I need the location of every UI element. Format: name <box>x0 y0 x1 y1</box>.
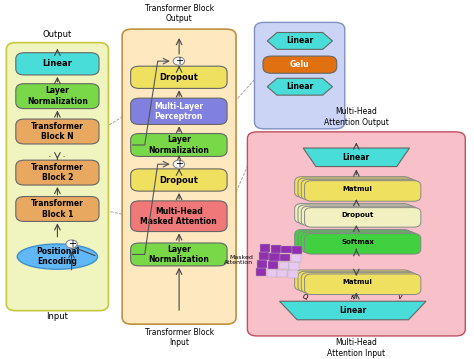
Text: Q: Q <box>303 294 309 299</box>
FancyBboxPatch shape <box>122 29 236 324</box>
FancyBboxPatch shape <box>131 134 227 157</box>
FancyBboxPatch shape <box>16 53 99 75</box>
Ellipse shape <box>17 244 98 269</box>
FancyBboxPatch shape <box>131 243 227 266</box>
Text: Multi-Layer
Perceptron: Multi-Layer Perceptron <box>155 102 203 121</box>
Text: Linear: Linear <box>43 59 73 68</box>
Text: K: K <box>350 294 355 299</box>
FancyBboxPatch shape <box>131 98 227 125</box>
FancyBboxPatch shape <box>301 232 418 253</box>
FancyBboxPatch shape <box>266 269 277 277</box>
Text: Multi-Head
Attention Input: Multi-Head Attention Input <box>327 338 385 358</box>
Circle shape <box>173 57 184 65</box>
FancyBboxPatch shape <box>268 261 278 269</box>
FancyBboxPatch shape <box>298 231 414 251</box>
Text: Transformer
Block N: Transformer Block N <box>31 122 84 141</box>
FancyBboxPatch shape <box>247 132 465 336</box>
Text: Matmul: Matmul <box>343 186 373 192</box>
FancyBboxPatch shape <box>16 196 99 222</box>
FancyBboxPatch shape <box>269 253 280 261</box>
Polygon shape <box>303 148 410 167</box>
FancyBboxPatch shape <box>259 252 269 260</box>
Polygon shape <box>267 78 332 95</box>
FancyBboxPatch shape <box>298 205 414 224</box>
Text: Transformer
Block 1: Transformer Block 1 <box>31 199 84 219</box>
FancyBboxPatch shape <box>295 204 411 223</box>
Polygon shape <box>267 33 332 49</box>
FancyBboxPatch shape <box>280 254 290 261</box>
Text: Layer
Normalization: Layer Normalization <box>148 135 210 155</box>
Polygon shape <box>280 301 426 320</box>
Text: Dropout: Dropout <box>159 73 198 82</box>
FancyBboxPatch shape <box>16 119 99 144</box>
Text: Linear: Linear <box>343 153 370 162</box>
Text: +: + <box>175 159 183 169</box>
FancyBboxPatch shape <box>298 271 414 292</box>
FancyBboxPatch shape <box>301 206 418 226</box>
Text: +: + <box>68 239 75 249</box>
FancyBboxPatch shape <box>255 22 345 129</box>
Text: Linear: Linear <box>286 82 313 91</box>
Text: Positional
Encoding: Positional Encoding <box>36 247 79 266</box>
Text: Multi-Head
Masked Attention: Multi-Head Masked Attention <box>140 206 217 226</box>
Text: Softmax: Softmax <box>341 239 374 245</box>
FancyBboxPatch shape <box>263 56 337 73</box>
FancyBboxPatch shape <box>256 268 266 276</box>
FancyBboxPatch shape <box>288 270 298 278</box>
FancyBboxPatch shape <box>271 245 281 253</box>
Circle shape <box>66 240 77 248</box>
Text: Output: Output <box>43 29 72 38</box>
FancyBboxPatch shape <box>279 262 289 269</box>
Text: +: + <box>175 56 183 66</box>
FancyBboxPatch shape <box>295 177 411 197</box>
Text: Transformer Block
Input: Transformer Block Input <box>145 327 214 347</box>
FancyBboxPatch shape <box>305 234 421 254</box>
Text: Linear: Linear <box>286 36 313 46</box>
Text: Linear: Linear <box>339 306 366 315</box>
FancyBboxPatch shape <box>282 246 292 253</box>
FancyBboxPatch shape <box>292 246 302 254</box>
FancyBboxPatch shape <box>131 66 227 88</box>
Text: Gelu: Gelu <box>290 60 310 69</box>
FancyBboxPatch shape <box>305 208 421 227</box>
FancyBboxPatch shape <box>16 160 99 185</box>
Text: Layer
Normalization: Layer Normalization <box>27 87 88 106</box>
Text: Dropout: Dropout <box>159 176 198 185</box>
Text: · · ·: · · · <box>48 152 66 162</box>
FancyBboxPatch shape <box>131 169 227 191</box>
Text: Layer
Normalization: Layer Normalization <box>148 245 210 264</box>
FancyBboxPatch shape <box>301 180 418 200</box>
FancyBboxPatch shape <box>298 178 414 199</box>
FancyBboxPatch shape <box>131 201 227 232</box>
Text: V: V <box>397 294 402 299</box>
FancyBboxPatch shape <box>295 229 411 250</box>
Text: Dropout: Dropout <box>342 213 374 218</box>
FancyBboxPatch shape <box>6 43 109 311</box>
Text: Input: Input <box>46 312 68 321</box>
FancyBboxPatch shape <box>16 84 99 109</box>
Text: Multi-Head
Attention Output: Multi-Head Attention Output <box>324 107 389 127</box>
Text: Transformer Block
Output: Transformer Block Output <box>145 4 214 23</box>
FancyBboxPatch shape <box>291 255 301 262</box>
Circle shape <box>173 160 184 168</box>
Text: Matmul: Matmul <box>343 279 373 285</box>
Text: Transformer
Block 2: Transformer Block 2 <box>31 163 84 182</box>
FancyBboxPatch shape <box>305 274 421 294</box>
FancyBboxPatch shape <box>301 272 418 293</box>
FancyBboxPatch shape <box>295 270 411 290</box>
FancyBboxPatch shape <box>257 260 267 268</box>
FancyBboxPatch shape <box>260 244 270 252</box>
FancyBboxPatch shape <box>305 181 421 201</box>
Text: Masked
Attention: Masked Attention <box>224 255 254 265</box>
FancyBboxPatch shape <box>289 262 300 270</box>
FancyBboxPatch shape <box>277 270 287 278</box>
